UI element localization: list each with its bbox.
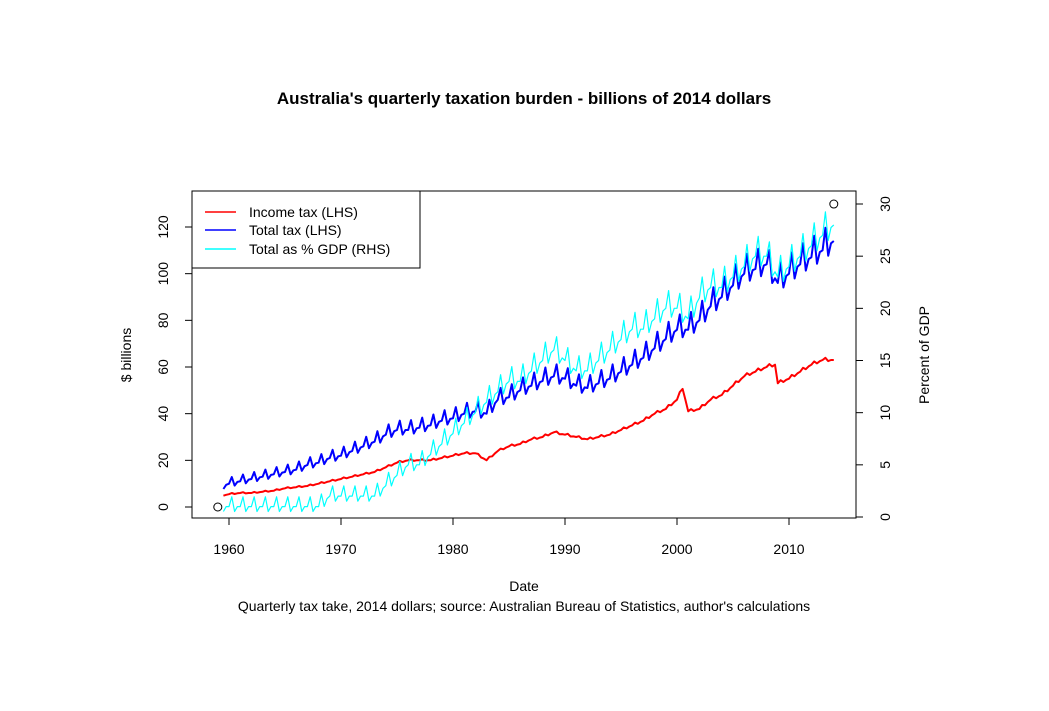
y-axis-label-right: Percent of GDP	[916, 306, 932, 404]
legend-label-income: Income tax (LHS)	[249, 204, 358, 220]
series-lines	[222, 211, 835, 513]
x-axis-label: Date	[509, 578, 539, 594]
y-tick-label-left: 60	[155, 359, 171, 375]
legend-label-gdp: Total as % GDP (RHS)	[249, 241, 390, 257]
y-tick-label-right: 10	[877, 405, 893, 421]
series-line-total-as-gdp-rhs	[222, 211, 835, 513]
y-tick-label-left: 120	[155, 215, 171, 239]
y-tick-label-left: 0	[155, 503, 171, 511]
x-tick-label: 1970	[325, 541, 356, 557]
y-tick-label-right: 25	[877, 248, 893, 264]
x-tick-label: 1990	[549, 541, 580, 557]
series-line-income-tax-lhs	[223, 356, 834, 497]
marker-left	[213, 502, 223, 512]
y-tick-label-right: 5	[877, 461, 893, 469]
y-tick-label-right: 30	[877, 196, 893, 212]
x-tick-label: 1980	[437, 541, 468, 557]
y-tick-label-right: 15	[877, 353, 893, 369]
legend: Income tax (LHS) Total tax (LHS) Total a…	[191, 190, 421, 269]
legend-label-total: Total tax (LHS)	[249, 222, 342, 238]
y-axis-left: 0 20 40 60 80 100 120	[155, 215, 193, 511]
y-tick-label-right: 20	[877, 300, 893, 316]
x-tick-label: 2010	[773, 541, 804, 557]
chart-title: Australia's quarterly taxation burden - …	[277, 89, 771, 108]
y-axis-label-left: $ billions	[118, 328, 134, 382]
y-tick-label-left: 100	[155, 262, 171, 286]
y-axis-right: 0 5 10 15 20 25 30	[855, 196, 893, 521]
x-tick-label: 2000	[661, 541, 692, 557]
marker-right	[829, 199, 839, 209]
x-tick-label: 1960	[213, 541, 244, 557]
y-tick-label-left: 80	[155, 312, 171, 328]
x-axis: 1960 1970 1980 1990 2000 2010	[213, 517, 805, 557]
y-tick-label-left: 40	[155, 406, 171, 422]
point-markers	[213, 199, 839, 512]
chart-caption: Quarterly tax take, 2014 dollars; source…	[238, 598, 810, 614]
y-tick-label-right: 0	[877, 513, 893, 521]
series-line-total-tax-lhs	[222, 226, 835, 490]
y-tick-label-left: 20	[155, 452, 171, 468]
